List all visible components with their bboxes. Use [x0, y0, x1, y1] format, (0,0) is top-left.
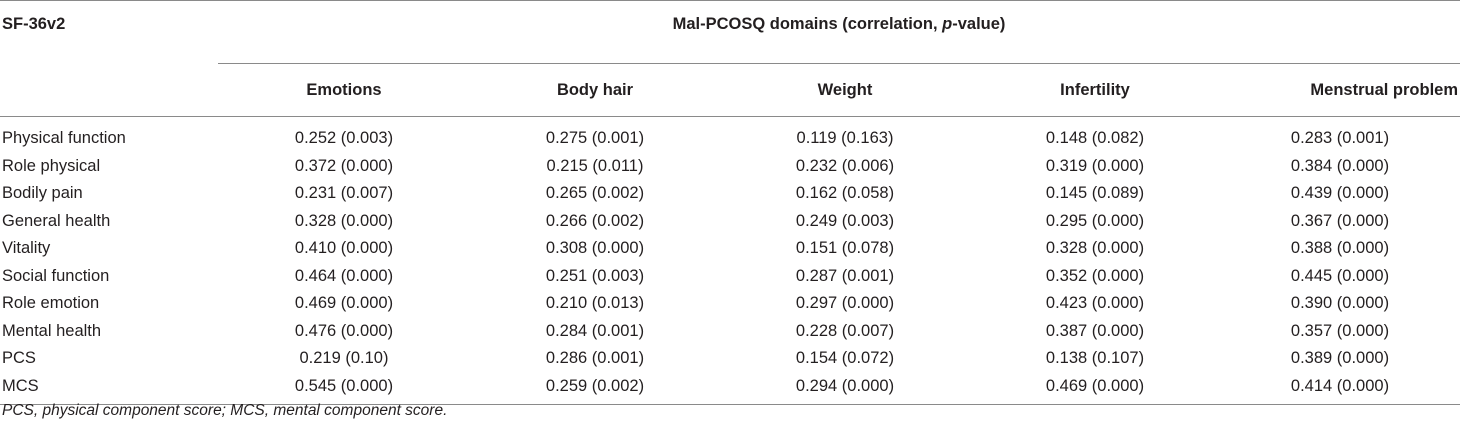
group-header-suffix: -value) [952, 15, 1006, 33]
row-label: Bodily pain [2, 184, 83, 203]
table-cell: 0.357 (0.000) [1290, 321, 1390, 340]
table-cell: 0.162 (0.058) [795, 184, 895, 203]
table-cell: 0.295 (0.000) [1045, 211, 1145, 230]
table-cell: 0.328 (0.000) [294, 211, 394, 230]
table-cell: 0.265 (0.002) [545, 184, 645, 203]
row-label: Role emotion [2, 294, 100, 313]
table-cell: 0.266 (0.002) [545, 211, 645, 230]
table-cell: 0.283 (0.001) [1220, 116, 1460, 153]
table-row: MCS 0.545 (0.000) 0.259 (0.002) 0.294 (0.00… [0, 372, 1460, 405]
table-cell: 0.545 (0.000) [218, 372, 470, 405]
table-body: Physical function 0.252 (0.003) 0.275 (0.0… [0, 116, 1460, 405]
table-cell: 0.439 (0.000) [1290, 184, 1390, 203]
table-cell: 0.469 (0.000) [294, 294, 394, 313]
table-cell: 0.372 (0.000) [294, 156, 394, 175]
row-label: Physical function [0, 116, 218, 153]
header-row-columns: Emotions Body hair Weight Infertility Me… [0, 63, 1460, 117]
table-cell: 0.384 (0.000) [1290, 156, 1390, 175]
table-cell: 0.390 (0.000) [1290, 294, 1390, 313]
table-cell: 0.367 (0.000) [1290, 211, 1390, 230]
table-cell: 0.219 (0.10) [299, 349, 389, 368]
group-header-italic: p [942, 15, 953, 33]
table-row: Bodily pain 0.231 (0.007) 0.265 (0.002) 0.1… [0, 180, 1460, 208]
column-header-weight: Weight [720, 63, 970, 117]
table-cell: 0.232 (0.006) [795, 156, 895, 175]
table-footnote: PCS, physical component score; MCS, ment… [2, 402, 448, 419]
correlation-table: SF-36v2 Mal-PCOSQ domains (correlation, … [0, 0, 1460, 405]
table-cell: 0.148 (0.082) [970, 116, 1220, 153]
row-label: Social function [2, 266, 110, 285]
table-cell: 0.284 (0.001) [545, 321, 645, 340]
table-cell: 0.445 (0.000) [1290, 266, 1390, 285]
table-cell: 0.228 (0.007) [795, 321, 895, 340]
stub-header: SF-36v2 [0, 0, 218, 117]
row-label: Mental health [2, 321, 102, 340]
table-cell: 0.469 (0.000) [970, 372, 1220, 405]
table-cell: 0.259 (0.002) [470, 372, 720, 405]
row-label: PCS [2, 349, 36, 368]
row-label: General health [2, 211, 111, 230]
table-cell: 0.297 (0.000) [795, 294, 895, 313]
table-cell: 0.119 (0.163) [720, 116, 970, 153]
table-row: Physical function 0.252 (0.003) 0.275 (0.0… [0, 116, 1460, 153]
table-row: Vitality 0.410 (0.000) 0.308 (0.000) 0.151 … [0, 235, 1460, 263]
correlation-table-container: SF-36v2 Mal-PCOSQ domains (correlation, … [0, 0, 1460, 405]
table-header: SF-36v2 Mal-PCOSQ domains (correlation, … [0, 0, 1460, 117]
table-cell: 0.423 (0.000) [1045, 294, 1145, 313]
table-row: Social function 0.464 (0.000) 0.251 (0.003… [0, 263, 1460, 291]
table-row: General health 0.328 (0.000) 0.266 (0.002)… [0, 208, 1460, 236]
column-header-menstrual-problem: Menstrual problem [1220, 63, 1460, 117]
table-cell: 0.476 (0.000) [294, 321, 394, 340]
table-row: Role emotion 0.469 (0.000) 0.210 (0.013) 0.… [0, 290, 1460, 318]
table-cell: 0.389 (0.000) [1290, 349, 1390, 368]
row-label: Vitality [2, 239, 51, 258]
column-header-body-hair: Body hair [470, 63, 720, 117]
row-label: MCS [0, 372, 218, 405]
table-cell: 0.138 (0.107) [1045, 349, 1145, 368]
table-cell: 0.388 (0.000) [1290, 239, 1390, 258]
group-header-prefix: Mal-PCOSQ domains (correlation, [672, 15, 943, 33]
table-cell: 0.319 (0.000) [1045, 156, 1145, 175]
table-cell: 0.252 (0.003) [218, 116, 470, 153]
table-cell: 0.464 (0.000) [294, 266, 394, 285]
table-row: Role physical 0.372 (0.000) 0.215 (0.011) 0… [0, 153, 1460, 181]
table-cell: 0.145 (0.089) [1045, 184, 1145, 203]
table-row: Mental health 0.476 (0.000) 0.284 (0.001) 0… [0, 318, 1460, 346]
table-cell: 0.328 (0.000) [1045, 239, 1145, 258]
column-header-emotions: Emotions [218, 63, 470, 117]
table-row: PCS 0.219 (0.10) 0.286 (0.001) 0.154 (0.072… [0, 345, 1460, 373]
group-header: Mal-PCOSQ domains (correlation, p-value) [218, 0, 1460, 64]
table-cell: 0.251 (0.003) [545, 266, 645, 285]
table-cell: 0.151 (0.078) [795, 239, 895, 258]
table-cell: 0.294 (0.000) [720, 372, 970, 405]
table-cell: 0.210 (0.013) [545, 294, 645, 313]
column-header-infertility: Infertility [970, 63, 1220, 117]
table-cell: 0.231 (0.007) [294, 184, 394, 203]
table-cell: 0.215 (0.011) [546, 156, 644, 175]
table-cell: 0.308 (0.000) [545, 239, 645, 258]
table-cell: 0.287 (0.001) [795, 266, 895, 285]
table-cell: 0.154 (0.072) [795, 349, 895, 368]
table-cell: 0.352 (0.000) [1045, 266, 1145, 285]
table-cell: 0.286 (0.001) [545, 349, 645, 368]
header-row-group: SF-36v2 Mal-PCOSQ domains (correlation, … [0, 0, 1460, 117]
table-cell: 0.387 (0.000) [1045, 321, 1145, 340]
table-cell: 0.275 (0.001) [470, 116, 720, 153]
table-cell: 0.414 (0.000) [1220, 372, 1460, 405]
table-cell: 0.249 (0.003) [795, 211, 895, 230]
row-label: Role physical [2, 156, 101, 175]
table-cell: 0.410 (0.000) [294, 239, 394, 258]
